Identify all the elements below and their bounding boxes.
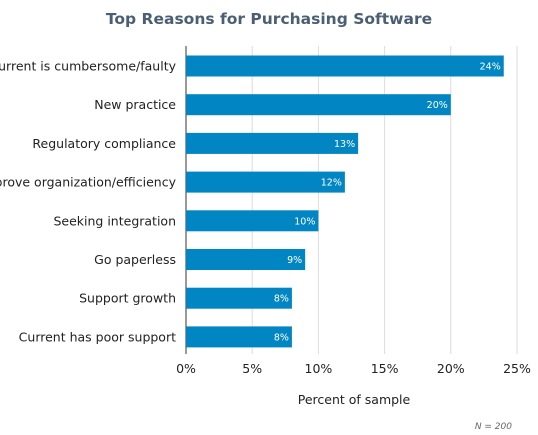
value-label: 10% — [294, 216, 315, 227]
x-tick-label: 25% — [503, 361, 531, 376]
bar — [186, 287, 292, 309]
category-label: Seeking integration — [53, 213, 176, 228]
value-label: 13% — [334, 139, 355, 150]
bar — [186, 132, 359, 154]
bars-group — [186, 55, 504, 348]
value-label: 9% — [287, 255, 302, 266]
category-label: Regulatory compliance — [32, 136, 176, 151]
chart-title: Top Reasons for Purchasing Software — [105, 10, 433, 28]
value-label: 20% — [427, 100, 448, 111]
value-label: 12% — [321, 178, 342, 189]
bar — [186, 55, 504, 77]
bar — [186, 94, 451, 116]
sample-size-note: N = 200 — [475, 422, 512, 432]
category-label: Go paperless — [94, 252, 176, 267]
category-label: Current is cumbersome/faulty — [0, 59, 177, 74]
x-tick-label: 5% — [242, 361, 262, 376]
x-tick-label: 0% — [176, 361, 196, 376]
value-label: 8% — [274, 294, 289, 305]
x-tick-label: 10% — [305, 361, 333, 376]
category-label: Current has poor support — [19, 329, 176, 344]
category-label: New practice — [94, 97, 176, 112]
category-label: Improve organization/efficiency — [0, 175, 177, 190]
bar — [186, 171, 345, 193]
x-axis-title: Percent of sample — [298, 392, 411, 407]
x-tick-label: 20% — [437, 361, 465, 376]
value-label: 8% — [274, 332, 289, 343]
bar — [186, 326, 292, 348]
bar — [186, 210, 319, 232]
value-label: 24% — [480, 62, 501, 73]
category-label: Support growth — [79, 291, 176, 306]
value-labels: 24% 20% 13% 12% 10% 9% 8% 8% — [274, 62, 501, 344]
category-labels: Current is cumbersome/faulty New practice… — [0, 59, 177, 345]
x-tick-label: 15% — [371, 361, 399, 376]
bar — [186, 249, 306, 270]
x-tick-labels: 0% 5% 10% 15% 20% 25% — [176, 361, 531, 376]
